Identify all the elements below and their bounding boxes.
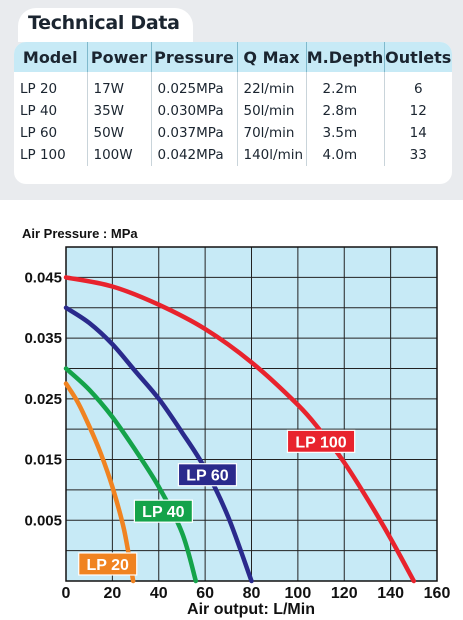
header-model: Model (14, 42, 87, 72)
header-pressure: Pressure (150, 42, 237, 72)
x-tick-label: 140 (377, 585, 404, 602)
technical-data-panel: Technical Data Model Power Pressure Q Ma… (0, 0, 463, 200)
cell-q-max: 22l/min (236, 72, 306, 100)
y-tick-label: 0.025 (24, 391, 62, 408)
series-label-box-lp-40 (133, 499, 193, 523)
series-label-box-lp-20 (78, 552, 138, 576)
x-tick-label: 100 (285, 585, 312, 602)
title-tab (18, 8, 193, 42)
table-row: LP 100 100W 0.042MPa 140l/min 4.0m 33 (14, 144, 452, 166)
grid (66, 247, 437, 581)
technical-data-title: Technical Data (28, 12, 180, 34)
cell-model: LP 60 (20, 125, 58, 141)
x-tick-label: 60 (196, 585, 214, 602)
cell-max-depth: 2.2m (305, 72, 384, 100)
cell-power: 35W (86, 100, 151, 122)
table-row: LP 60 50W 0.037MPa 70l/min 3.5m 14 (14, 122, 452, 144)
series-labels: LP 100 LP 60 LP 40 LP 20 (78, 429, 356, 576)
series-line-lp-40 (63, 366, 199, 584)
series-line-lp-20 (63, 381, 136, 584)
cell-pressure: 0.025MPa (150, 72, 237, 100)
cell-outlets: 33 (383, 144, 452, 166)
y-tick-label: 0.005 (24, 512, 62, 529)
series-label-box-lp-60 (177, 463, 238, 487)
technical-data-table: Model Power Pressure Q Max M.Depth Outle… (14, 42, 452, 184)
cell-q-max: 50l/min (236, 100, 306, 122)
x-tick-label: 80 (243, 585, 261, 602)
cell-q-max: 140l/min (236, 144, 306, 166)
series-line-lp-60 (63, 305, 254, 584)
cell-max-depth: 3.5m (305, 122, 384, 144)
table-header-row: Model Power Pressure Q Max M.Depth Outle… (14, 42, 452, 72)
series-label-lp-100: LP 100 (295, 434, 346, 451)
x-tick-label: 0 (62, 585, 71, 602)
cell-max-depth: 4.0m (305, 144, 384, 166)
cell-pressure: 0.042MPa (150, 144, 237, 166)
cell-power: 17W (86, 72, 151, 100)
cell-outlets: 6 (383, 72, 452, 100)
table-row: LP 40 35W 0.030MPa 50l/min 2.8m 12 (14, 100, 452, 122)
x-axis-label: Air output: L/Min (187, 601, 315, 618)
x-tick-label: 160 (424, 585, 451, 602)
header-q-max: Q Max (236, 42, 306, 72)
series-lines (63, 275, 417, 584)
table-row: LP 20 17W 0.025MPa 22l/min 2.2m 6 (14, 72, 452, 100)
y-tick-label: 0.015 (24, 452, 62, 469)
y-tick-label: 0.045 (24, 269, 62, 286)
series-label-lp-40: LP 40 (142, 504, 185, 521)
cell-outlets: 12 (383, 100, 452, 122)
cell-model: LP 100 (20, 147, 66, 163)
series-label-lp-60: LP 60 (186, 468, 229, 485)
cell-max-depth: 2.8m (305, 100, 384, 122)
series-line-lp-100 (63, 275, 417, 584)
x-tick-label: 120 (331, 585, 358, 602)
cell-power: 100W (86, 144, 151, 166)
series-label-box-lp-100 (286, 429, 356, 453)
header-power: Power (86, 42, 151, 72)
y-axis-label: Air Pressure : MPa (22, 226, 138, 241)
tick-labels: 0 20 40 60 80 100 120 140 160 0.005 0.015 0.025 0.03… (24, 269, 450, 602)
x-tick-label: 40 (150, 585, 168, 602)
cell-outlets: 14 (383, 122, 452, 144)
cell-q-max: 70l/min (236, 122, 306, 144)
header-outlets: Outlets (383, 42, 452, 72)
series-label-lp-20: LP 20 (87, 557, 130, 574)
header-max-depth: M.Depth (305, 42, 384, 72)
y-tick-label: 0.035 (24, 330, 62, 347)
x-tick-label: 20 (103, 585, 121, 602)
cell-model: LP 40 (20, 103, 58, 119)
cell-pressure: 0.030MPa (150, 100, 237, 122)
cell-power: 50W (86, 122, 151, 144)
cell-model: LP 20 (20, 81, 58, 97)
cell-pressure: 0.037MPa (150, 122, 237, 144)
